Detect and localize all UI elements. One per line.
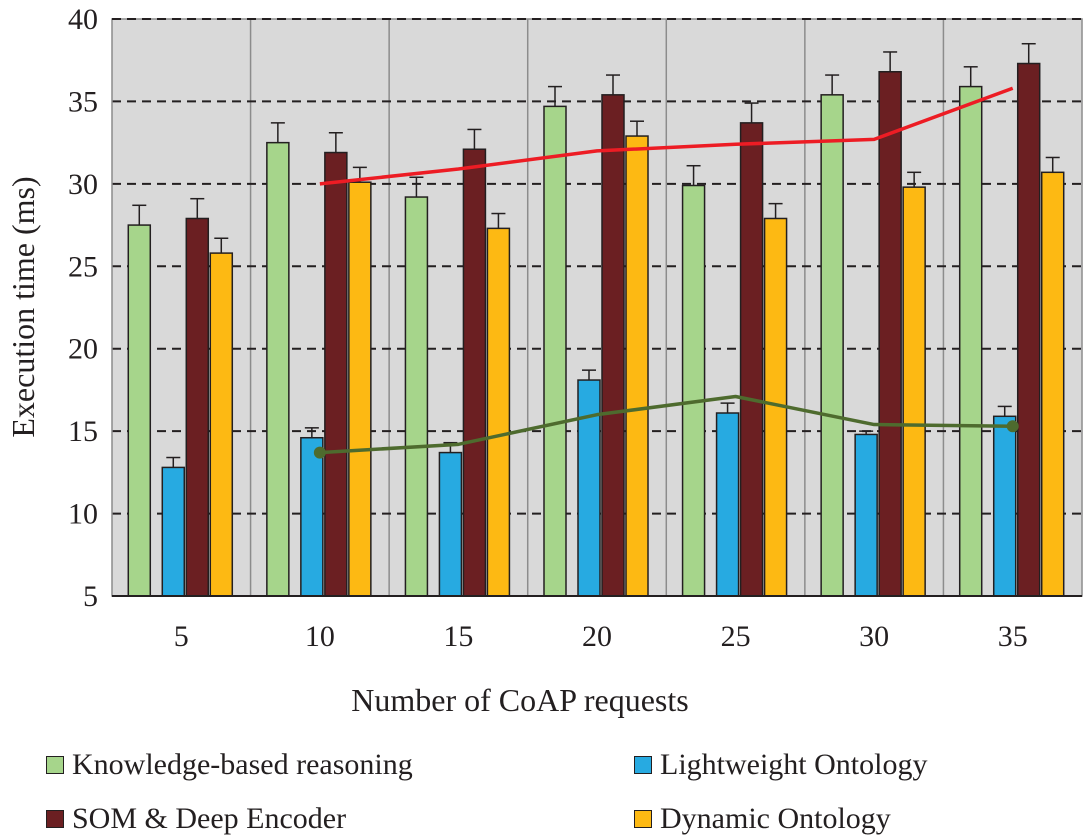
bar-knowledge-based-reasoning <box>958 85 983 597</box>
x-tick-label: 5 <box>174 620 189 653</box>
trend-lines <box>313 86 1019 459</box>
bar-lightweight-ontology <box>715 412 740 597</box>
x-tick-label: 15 <box>443 620 473 653</box>
y-axis-label: Execution time (ms) <box>5 176 41 437</box>
bar-dynamic-ontology <box>1040 171 1065 597</box>
bar-dynamic-ontology <box>348 181 372 597</box>
bar-lightweight-ontology <box>438 451 463 597</box>
bar-knowledge-based-reasoning <box>127 224 152 597</box>
x-tick-label: 10 <box>305 620 335 653</box>
red-trend-line <box>319 86 1014 186</box>
line-marker <box>313 446 326 459</box>
bar-lightweight-ontology <box>300 436 324 597</box>
bar-som-deep-encoder <box>1016 62 1041 597</box>
bar-dynamic-ontology <box>625 135 649 597</box>
error-bars <box>132 42 1060 468</box>
y-tick-label: 25 <box>68 250 98 283</box>
axes: 5 10 15 20 25 30 35 40 5 10 15 20 25 30 35 <box>68 3 1083 653</box>
bar-som-deep-encoder <box>462 148 487 597</box>
bar-dynamic-ontology <box>486 227 511 597</box>
bar-knowledge-based-reasoning <box>404 196 429 597</box>
y-tick-label: 5 <box>83 580 98 613</box>
y-tick-label: 30 <box>68 168 98 201</box>
green-trend-line <box>319 394 1013 455</box>
bar-knowledge-based-reasoning <box>820 94 844 597</box>
bar-som-deep-encoder <box>739 122 764 597</box>
y-tick-label: 20 <box>68 333 98 366</box>
bar-lightweight-ontology <box>161 466 186 597</box>
y-tick-label: 40 <box>68 3 98 36</box>
bar-lightweight-ontology <box>992 415 1017 597</box>
y-tick-label: 10 <box>68 498 98 531</box>
x-tick-label: 20 <box>582 620 612 653</box>
bar-knowledge-based-reasoning <box>266 141 290 597</box>
bar-knowledge-based-reasoning <box>543 105 567 597</box>
bar-som-deep-encoder <box>878 71 902 597</box>
bar-som-deep-encoder <box>601 94 625 597</box>
y-tick-label: 15 <box>68 415 98 448</box>
bar-dynamic-ontology <box>209 252 234 597</box>
bar-som-deep-encoder <box>324 151 348 597</box>
x-tick-label: 30 <box>859 620 889 653</box>
bar-dynamic-ontology <box>902 186 926 597</box>
y-tick-label: 35 <box>68 85 98 118</box>
bar-lightweight-ontology <box>854 433 878 597</box>
x-axis-label: Number of CoAP requests <box>351 682 689 718</box>
x-tick-label: 25 <box>721 620 751 653</box>
bar-som-deep-encoder <box>185 217 210 597</box>
x-tick-label: 35 <box>998 620 1028 653</box>
bar-lightweight-ontology <box>577 379 601 597</box>
bar-knowledge-based-reasoning <box>681 184 706 597</box>
line-marker <box>1006 420 1019 433</box>
